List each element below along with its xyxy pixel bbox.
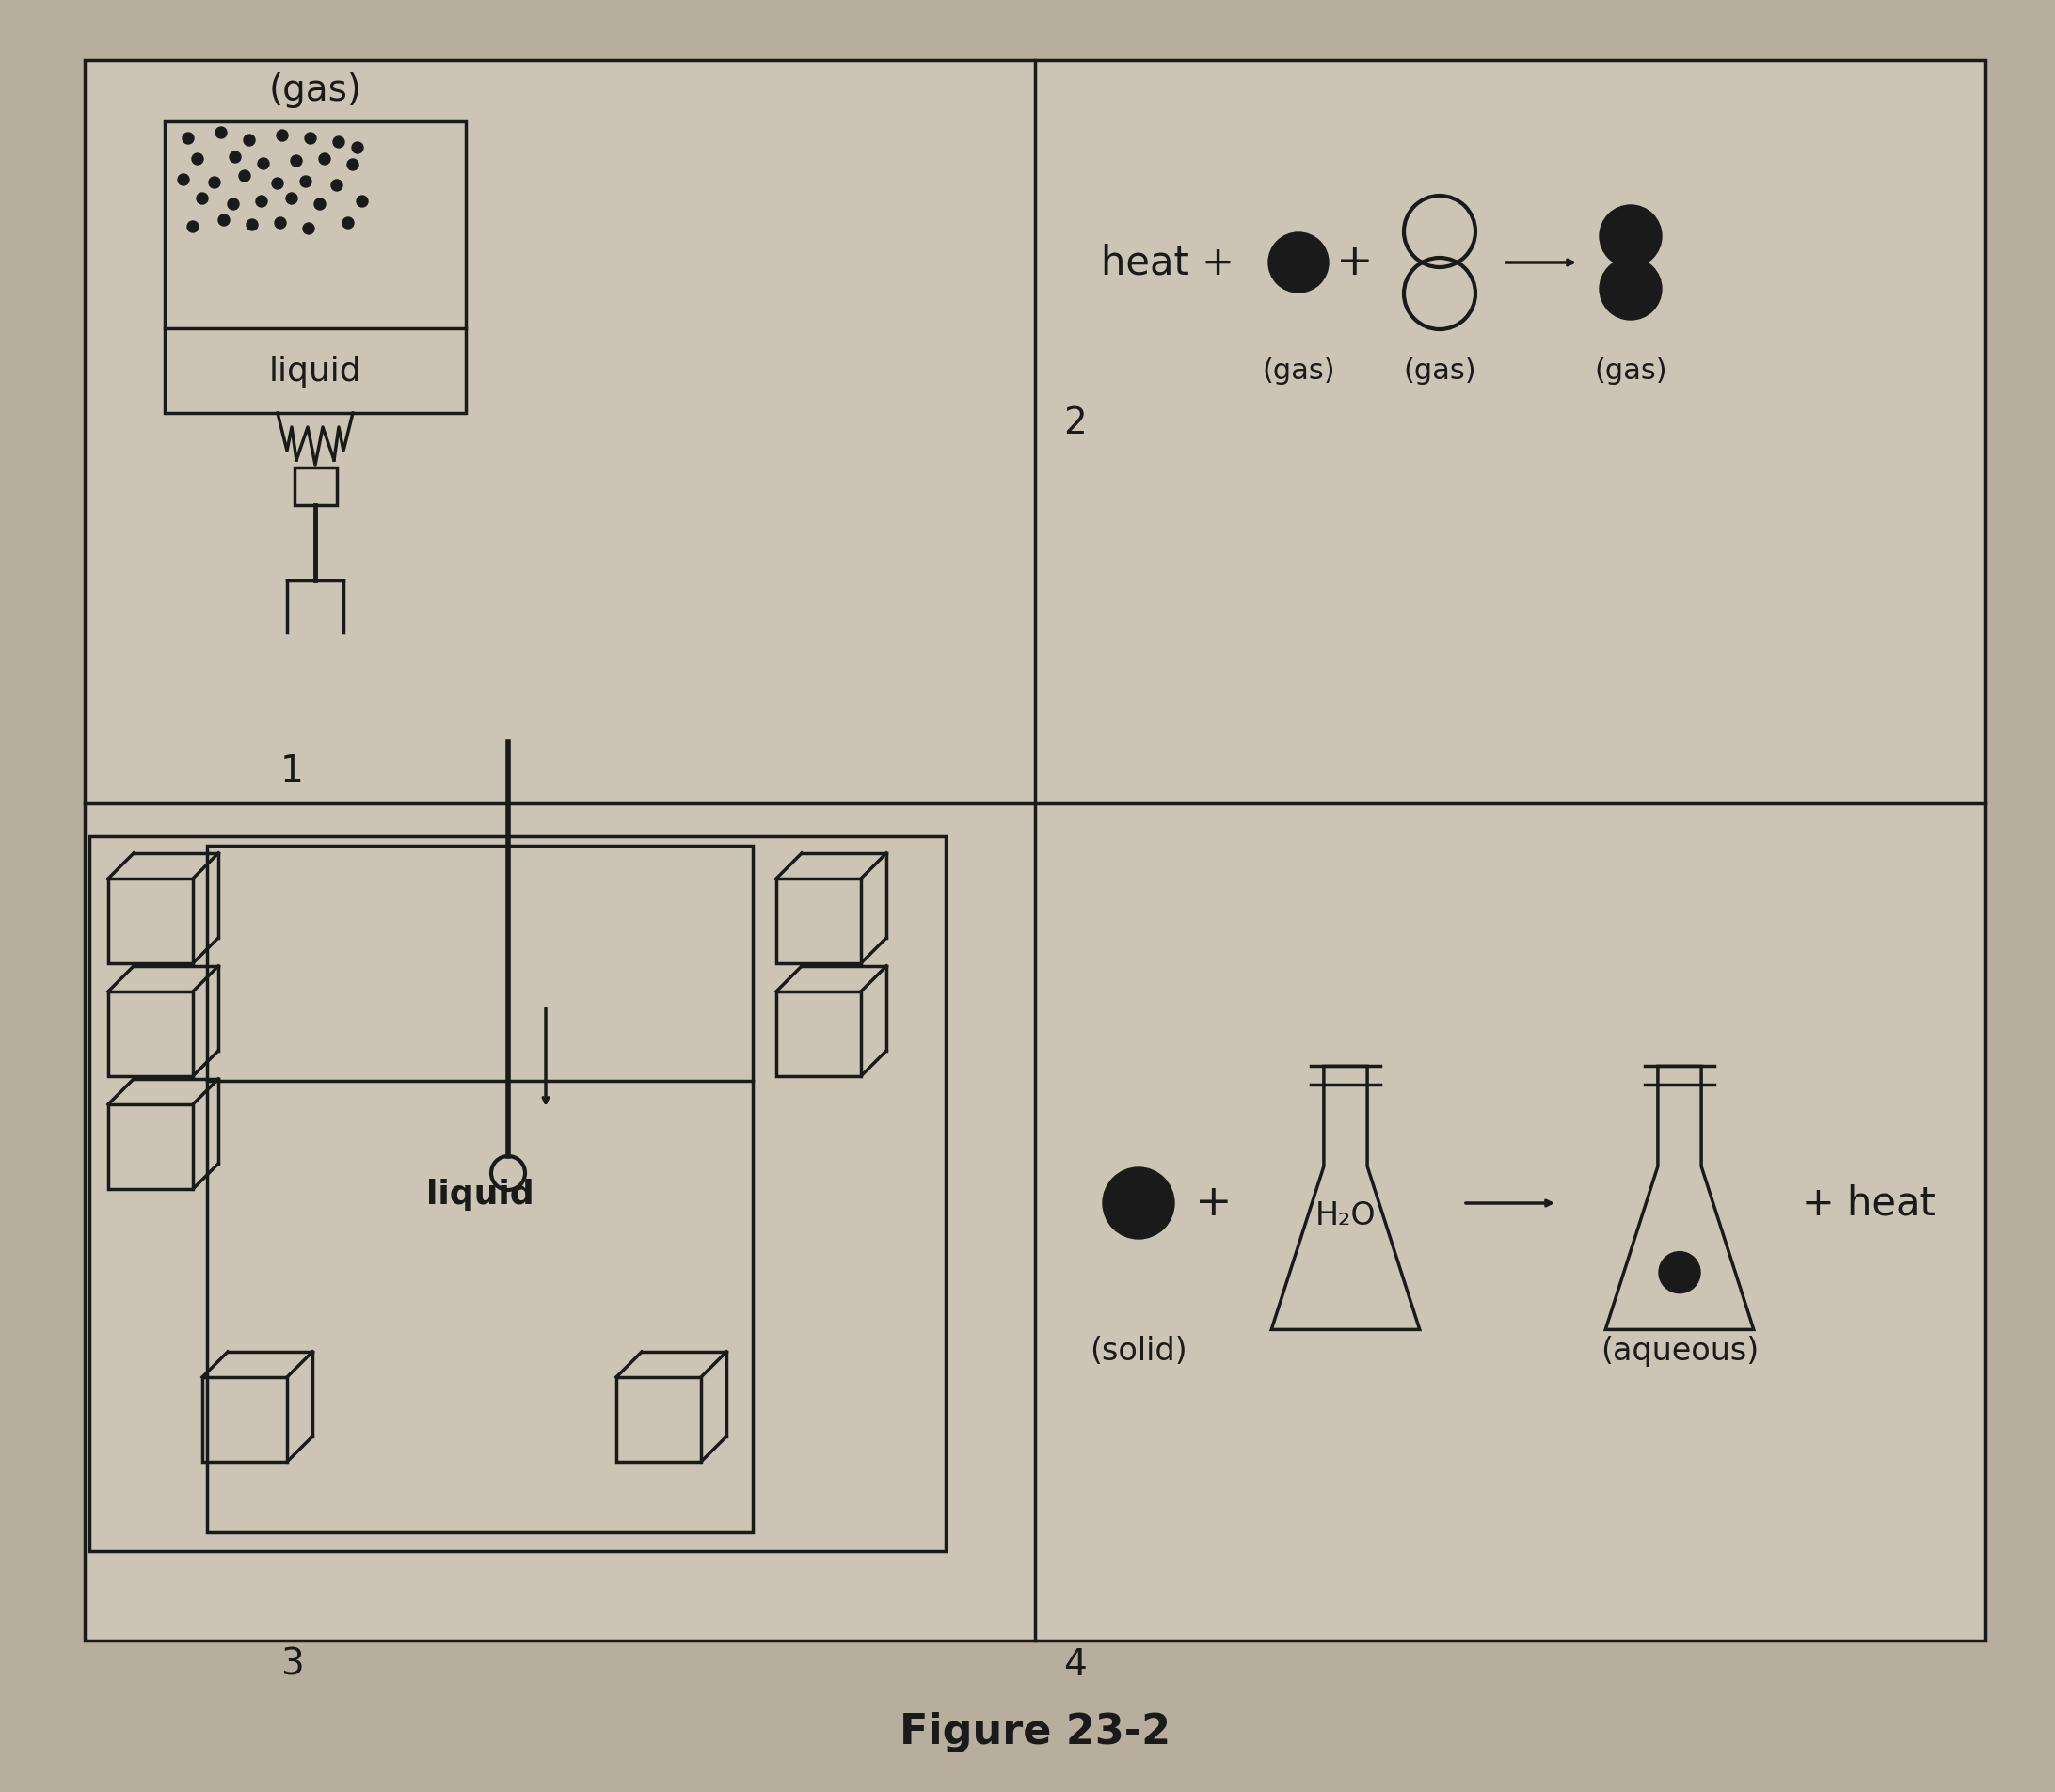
Circle shape <box>333 138 345 149</box>
Circle shape <box>343 219 353 229</box>
Polygon shape <box>84 61 1985 1641</box>
Circle shape <box>277 131 288 142</box>
Text: H₂O: H₂O <box>1315 1201 1377 1231</box>
Circle shape <box>183 134 193 145</box>
Circle shape <box>257 159 269 170</box>
Circle shape <box>238 170 251 183</box>
Text: heat +: heat + <box>1101 244 1235 283</box>
Circle shape <box>187 222 199 233</box>
Circle shape <box>290 156 302 167</box>
Text: 4: 4 <box>1062 1647 1087 1683</box>
Circle shape <box>275 219 286 229</box>
Text: +: + <box>1196 1183 1233 1224</box>
Circle shape <box>304 134 316 145</box>
Text: (gas): (gas) <box>1404 357 1475 385</box>
Text: + heat: + heat <box>1802 1185 1936 1224</box>
Circle shape <box>1599 258 1662 321</box>
Circle shape <box>247 220 257 231</box>
Circle shape <box>358 197 368 208</box>
Text: liquid: liquid <box>269 355 362 387</box>
Text: (gas): (gas) <box>1595 357 1667 385</box>
Circle shape <box>257 197 267 208</box>
Text: (aqueous): (aqueous) <box>1601 1335 1759 1366</box>
Circle shape <box>1599 206 1662 269</box>
Circle shape <box>1104 1168 1173 1240</box>
Circle shape <box>300 177 312 188</box>
Circle shape <box>228 199 238 211</box>
Circle shape <box>286 194 298 204</box>
Text: liquid: liquid <box>425 1177 534 1210</box>
Text: (solid): (solid) <box>1089 1335 1188 1366</box>
Text: 3: 3 <box>279 1647 304 1683</box>
Circle shape <box>331 181 343 192</box>
Circle shape <box>179 176 189 186</box>
Circle shape <box>302 224 314 235</box>
Text: +: + <box>1336 242 1373 285</box>
Circle shape <box>210 177 220 188</box>
Text: 2: 2 <box>1062 405 1087 441</box>
Circle shape <box>230 152 240 163</box>
Circle shape <box>271 179 284 190</box>
Circle shape <box>197 194 208 204</box>
Circle shape <box>347 159 358 170</box>
Circle shape <box>1658 1253 1699 1294</box>
Text: Figure 23-2: Figure 23-2 <box>900 1711 1171 1751</box>
Circle shape <box>216 127 226 140</box>
Circle shape <box>245 136 255 147</box>
Text: (gas): (gas) <box>269 72 362 108</box>
Circle shape <box>351 143 364 154</box>
Circle shape <box>191 154 203 165</box>
Circle shape <box>319 154 331 165</box>
Text: (gas): (gas) <box>1262 357 1336 385</box>
Text: 1: 1 <box>279 753 304 788</box>
Circle shape <box>218 215 230 226</box>
Circle shape <box>1268 233 1330 294</box>
Circle shape <box>314 199 325 211</box>
